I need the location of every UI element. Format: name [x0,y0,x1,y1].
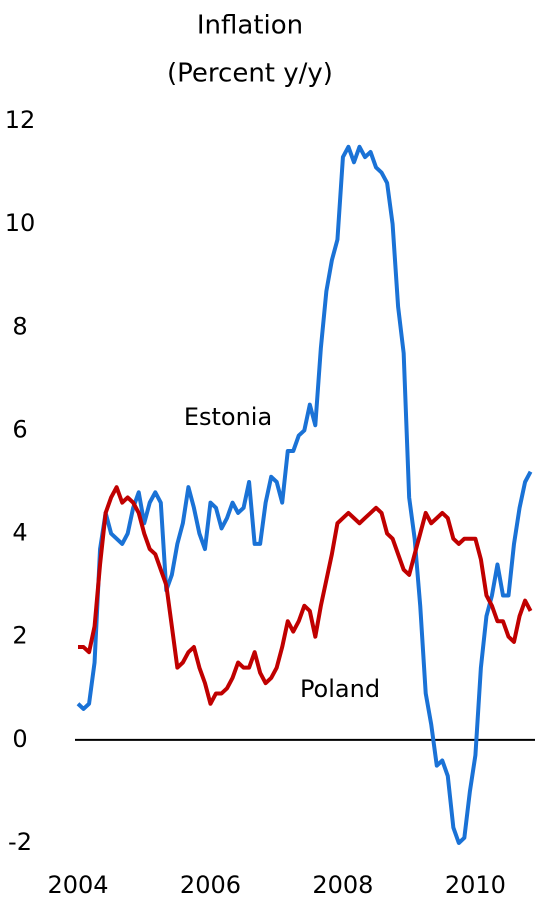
x-tick-label: 2010 [445,871,506,899]
x-tick-label: 2004 [47,871,108,899]
x-tick-label: 2006 [180,871,241,899]
y-tick-label: 10 [5,209,36,237]
y-tick-label: 12 [5,106,36,134]
y-tick-label: 6 [12,415,27,443]
y-tick-label: -2 [8,828,32,856]
series-label: Estonia [184,403,272,431]
chart-title: Inflation [197,11,303,41]
chart-subtitle: (Percent y/y) [167,59,333,89]
series-line [78,485,533,706]
y-tick-label: 4 [12,519,27,547]
series-line [76,144,533,845]
y-tick-label: 8 [12,312,27,340]
series-label: Poland [300,675,380,703]
y-tick-label: 2 [12,622,27,650]
y-tick-label: 0 [12,725,27,753]
x-tick-label: 2008 [312,871,373,899]
